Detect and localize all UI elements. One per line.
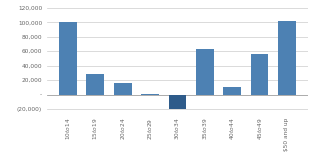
Bar	[114, 83, 132, 95]
Bar	[196, 49, 214, 95]
Bar	[141, 94, 159, 95]
Bar	[86, 74, 104, 95]
Bar	[278, 21, 296, 95]
Bar	[59, 22, 77, 95]
Bar	[223, 87, 241, 95]
Bar	[169, 95, 186, 109]
Bar	[251, 54, 268, 95]
